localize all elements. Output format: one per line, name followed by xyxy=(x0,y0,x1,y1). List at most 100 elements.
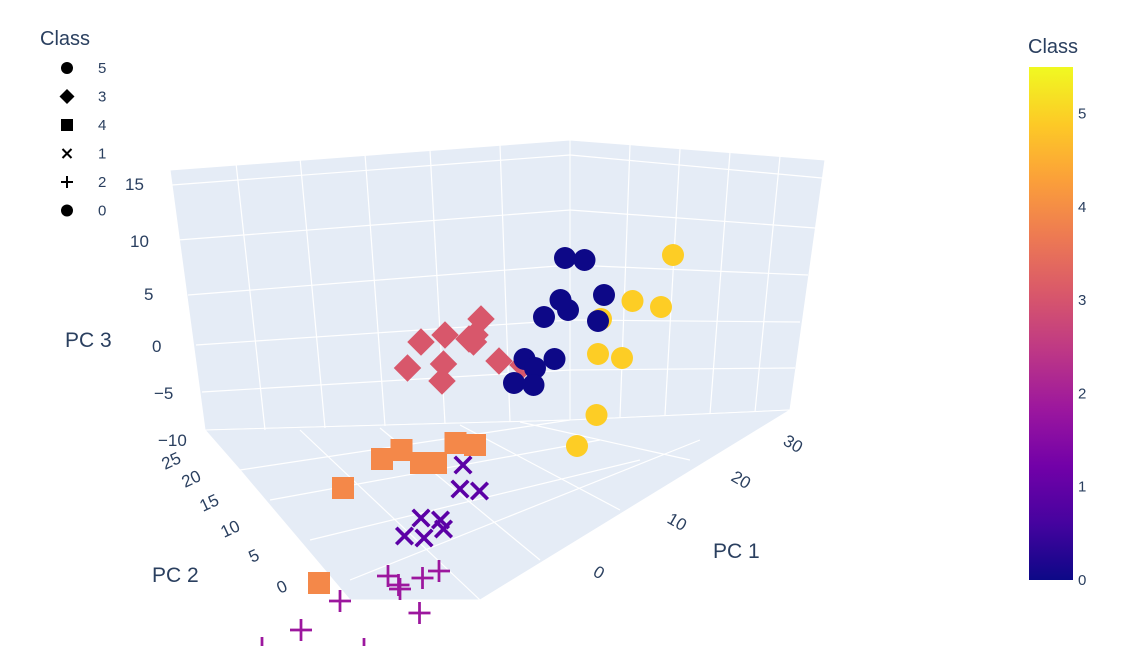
data-point-class-2 xyxy=(329,590,351,612)
data-point-class-5 xyxy=(611,347,633,369)
data-point-class-2 xyxy=(411,567,434,589)
series-class-3 xyxy=(393,305,537,395)
gridline xyxy=(569,264,809,276)
data-point-class-2 xyxy=(428,560,450,582)
legend-label: 4 xyxy=(98,117,106,134)
data-point-class-4 xyxy=(444,432,467,454)
z-axis-title: PC 3 xyxy=(65,329,112,352)
data-point-class-2 xyxy=(260,637,264,646)
data-point-class-1 xyxy=(414,528,434,548)
data-point-class-3 xyxy=(407,328,435,356)
gridline xyxy=(754,155,781,413)
legend-item-class-4[interactable]: 4 xyxy=(61,117,106,134)
data-point-class-3 xyxy=(429,350,458,378)
data-point-class-0 xyxy=(524,357,546,379)
data-point-class-1 xyxy=(469,481,490,501)
x-tick: 10 xyxy=(664,509,690,535)
legend-item-class-2[interactable]: 2 xyxy=(61,174,106,191)
data-point-class-2 xyxy=(377,565,399,587)
legend-marker-cross-icon xyxy=(61,176,73,188)
gridline xyxy=(195,319,571,346)
data-point-class-3 xyxy=(485,347,513,375)
data-point-class-4 xyxy=(332,477,354,499)
gridline xyxy=(235,162,266,431)
z-tick: −5 xyxy=(154,384,173,403)
gridline xyxy=(569,209,816,229)
data-point-class-0 xyxy=(543,348,566,370)
gridline xyxy=(299,157,326,429)
colorbar-tick: 0 xyxy=(1078,572,1086,589)
data-point-class-0 xyxy=(593,284,615,306)
data-point-class-3 xyxy=(431,321,459,349)
data-point-class-0 xyxy=(573,249,596,271)
series-class-0 xyxy=(503,247,615,396)
legend-label: 1 xyxy=(98,146,106,163)
legend-item-class-1[interactable]: 1 xyxy=(61,146,107,163)
gridline xyxy=(619,144,631,418)
data-point-class-1 xyxy=(453,455,473,475)
data-point-class-3 xyxy=(467,305,495,333)
legend-label: 5 xyxy=(98,60,106,77)
z-tick: −10 xyxy=(158,431,187,450)
data-point-class-4 xyxy=(390,439,413,461)
data-point-class-5 xyxy=(566,435,588,457)
y-tick: 20 xyxy=(179,466,204,491)
data-point-class-0 xyxy=(522,374,545,396)
data-point-class-0 xyxy=(554,247,576,269)
legend-label: 0 xyxy=(98,203,106,220)
legend-marker-circle-icon xyxy=(61,62,73,74)
colorbar-title: Class xyxy=(1028,36,1078,58)
data-point-class-3 xyxy=(459,328,488,356)
z-tick: 10 xyxy=(130,232,149,251)
data-points xyxy=(260,244,684,646)
data-point-class-1 xyxy=(411,508,431,528)
legend-marker-circle-icon xyxy=(61,204,73,217)
x-tick: 30 xyxy=(780,431,806,457)
data-point-class-1 xyxy=(394,526,415,546)
gridline xyxy=(569,154,823,179)
legend-marker-x-icon xyxy=(61,148,73,159)
z-tick: 5 xyxy=(144,285,153,304)
colorbar-tick: 5 xyxy=(1078,106,1086,123)
colorbar-tick: 3 xyxy=(1078,292,1086,309)
gridline xyxy=(309,459,641,541)
data-point-class-5 xyxy=(587,343,609,365)
series-class-4 xyxy=(308,432,486,594)
data-point-class-4 xyxy=(308,572,330,594)
gridline xyxy=(664,148,681,416)
legend-marker-square-icon xyxy=(61,119,73,131)
gridline xyxy=(187,264,571,296)
data-point-class-5 xyxy=(650,296,672,318)
x-tick: 0 xyxy=(590,562,608,583)
gridline xyxy=(569,367,796,371)
data-point-class-2 xyxy=(387,574,410,596)
data-point-class-1 xyxy=(433,519,454,539)
y-axis-title: PC 2 xyxy=(152,564,199,587)
data-point-class-3 xyxy=(393,354,422,382)
legend-item-class-0[interactable]: 0 xyxy=(61,203,106,220)
data-point-class-4 xyxy=(464,434,486,456)
y-tick: 15 xyxy=(197,490,222,515)
legend-item-class-5[interactable]: 5 xyxy=(61,60,106,77)
data-point-class-0 xyxy=(549,289,572,311)
data-point-class-3 xyxy=(428,367,456,395)
gridline xyxy=(519,421,691,461)
x-tick: 20 xyxy=(728,467,754,493)
data-point-class-4 xyxy=(425,452,447,474)
data-point-class-5 xyxy=(585,404,608,426)
y-tick: 5 xyxy=(246,545,263,566)
legend-item-class-3[interactable]: 3 xyxy=(59,89,107,106)
series-class-2 xyxy=(260,560,450,646)
y-tick: 10 xyxy=(218,516,243,541)
data-point-class-4 xyxy=(371,448,393,470)
legend[interactable]: Class 5 3 4 1 2 0 xyxy=(40,28,106,220)
legend-marker-diamond-icon xyxy=(59,89,75,104)
data-point-class-0 xyxy=(533,306,555,328)
right-wall-pane xyxy=(569,139,826,421)
legend-label: 3 xyxy=(98,89,106,106)
data-point-class-5 xyxy=(662,244,684,266)
data-point-class-2 xyxy=(290,619,312,641)
colorbar-gradient xyxy=(1029,67,1073,580)
data-point-class-5 xyxy=(621,290,644,312)
